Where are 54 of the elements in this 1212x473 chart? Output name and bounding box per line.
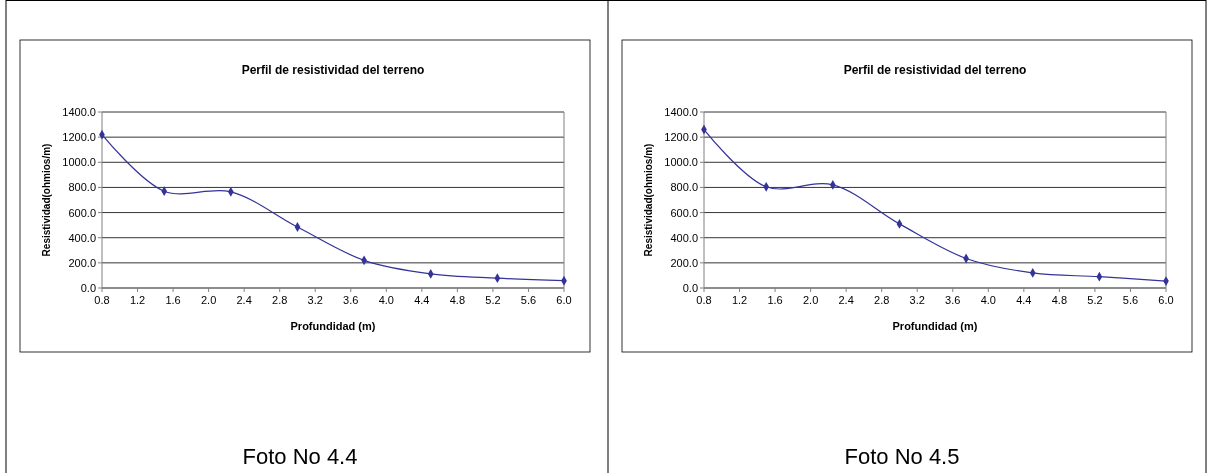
x-tick-label: 0.8 — [94, 294, 110, 306]
x-tick-label: 1.6 — [165, 294, 181, 306]
y-tick-label: 600.0 — [68, 206, 96, 219]
y-tick-label: 1400.0 — [664, 106, 698, 118]
text: Foto No 4.5 — [844, 444, 960, 469]
x-tick-label: 1.6 — [767, 294, 783, 306]
x-axis-title: Profundidad (m) — [892, 320, 978, 332]
x-tick-label: 5.6 — [1122, 294, 1139, 306]
y-tick-label: 200.0 — [670, 256, 698, 269]
chart-title: Perfil de resistividad del terreno — [241, 63, 425, 77]
y-tick-label: 200.0 — [68, 256, 96, 269]
text: Foto No 4.4 — [242, 444, 358, 469]
y-tick-label: 800.0 — [68, 181, 96, 194]
y-tick-label: 1400.0 — [62, 106, 96, 118]
point — [294, 222, 301, 232]
x-tick-label: 3.2 — [307, 294, 323, 306]
y-tick-label: 1200.0 — [62, 131, 96, 144]
x-tick-label: 2.0 — [200, 294, 217, 306]
x-tick-label: 3.6 — [945, 294, 961, 306]
x-tick-label: 5.6 — [520, 294, 537, 306]
x-tick-label: 2.4 — [236, 294, 252, 306]
x-tick-label: 4.0 — [980, 294, 996, 306]
y-tick-label: 1000.0 — [664, 156, 698, 169]
x-tick-label: 2.8 — [874, 294, 890, 306]
x-tick-label: 6.0 — [1158, 294, 1174, 306]
y-axis-title: Resistividad(ohmios/m) — [41, 143, 52, 257]
y-tick-label: 600.0 — [670, 206, 698, 219]
x-tick-label: 2.8 — [272, 294, 288, 306]
x-tick-label: 1.2 — [731, 294, 748, 306]
x-tick-label: 5.2 — [485, 294, 501, 306]
y-tick-label: 0.0 — [682, 282, 698, 294]
y-tick-label: 800.0 — [670, 181, 698, 194]
x-tick-label: 4.8 — [1051, 294, 1068, 306]
y-tick-label: 400.0 — [68, 231, 96, 244]
y-tick-label: 0.0 — [80, 282, 96, 294]
y-axis-title: Resistividad(ohmios/m) — [643, 143, 654, 257]
point — [427, 269, 434, 279]
x-tick-label: 2.4 — [838, 294, 854, 306]
y-tick-label: 1200.0 — [664, 131, 698, 144]
x-tick-label: 0.8 — [696, 294, 712, 306]
x-tick-label: 5.2 — [1087, 294, 1103, 306]
y-tick-label: 1000.0 — [62, 156, 96, 169]
x-tick-label: 2.0 — [802, 294, 819, 306]
x-tick-label: 3.6 — [343, 294, 359, 306]
x-tick-label: 4.8 — [449, 294, 466, 306]
x-tick-label: 4.0 — [378, 294, 394, 306]
x-tick-label: 4.4 — [1016, 294, 1032, 306]
chart-title: Perfil de resistividad del terreno — [843, 63, 1027, 77]
x-tick-label: 4.4 — [414, 294, 430, 306]
x-tick-label: 3.2 — [909, 294, 925, 306]
x-axis-title: Profundidad (m) — [290, 320, 376, 332]
x-tick-label: 1.2 — [129, 294, 146, 306]
y-tick-label: 400.0 — [670, 231, 698, 244]
x-tick-label: 6.0 — [556, 294, 572, 306]
